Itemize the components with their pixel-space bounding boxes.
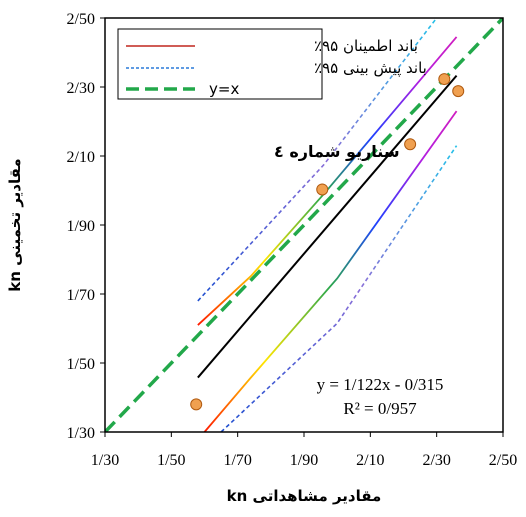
identity-line — [105, 18, 503, 432]
y-tick-label: 1/50 — [67, 356, 95, 373]
y-tick-label: 2/50 — [67, 11, 95, 28]
trendline — [197, 74, 458, 379]
data-point — [190, 398, 203, 411]
x-tick-label: 1/50 — [157, 452, 185, 469]
legend-label-identity: y=x — [209, 80, 239, 98]
y-tick-label: 2/30 — [67, 80, 95, 97]
legend-label-prediction: باند پیش بینی ۹۵٪ — [314, 59, 427, 78]
legend: باند اطمینان ۹۵٪ باند پیش بینی ۹۵٪ y=x — [117, 28, 427, 100]
trendline-equation: y = 1/122x - 0/315 — [317, 375, 444, 394]
y-axis-title: مقادیر تخمینی kn — [6, 158, 24, 291]
y-tick-label: 2/10 — [67, 149, 95, 166]
x-tick-label: 1/30 — [91, 452, 119, 469]
x-axis-title: مقادیر مشاهداتی kn — [227, 487, 382, 505]
y-tick-label: 1/30 — [67, 425, 95, 442]
data-point — [404, 138, 417, 151]
trendline-r2: R² = 0/957 — [343, 399, 417, 418]
prediction-band-lower — [220, 145, 458, 432]
data-point — [316, 183, 329, 196]
legend-label-confidence: باند اطمینان ۹۵٪ — [314, 37, 418, 55]
data-point — [452, 85, 465, 98]
data-point — [438, 73, 451, 86]
prediction-band-upper — [197, 18, 438, 302]
scenario-label: سناریو شماره ٤ — [274, 142, 400, 161]
x-tick-label: 1/70 — [223, 452, 251, 469]
x-tick-label: 2/30 — [422, 452, 450, 469]
y-tick-label: 1/90 — [67, 218, 95, 235]
x-tick-label: 2/50 — [489, 452, 517, 469]
x-tick-label: 1/90 — [290, 452, 318, 469]
x-tick-label: 2/10 — [356, 452, 384, 469]
y-tick-label: 1/70 — [67, 287, 95, 304]
confidence-band-lower — [203, 110, 458, 432]
plot-area — [105, 18, 503, 432]
confidence-band-upper — [197, 36, 458, 326]
